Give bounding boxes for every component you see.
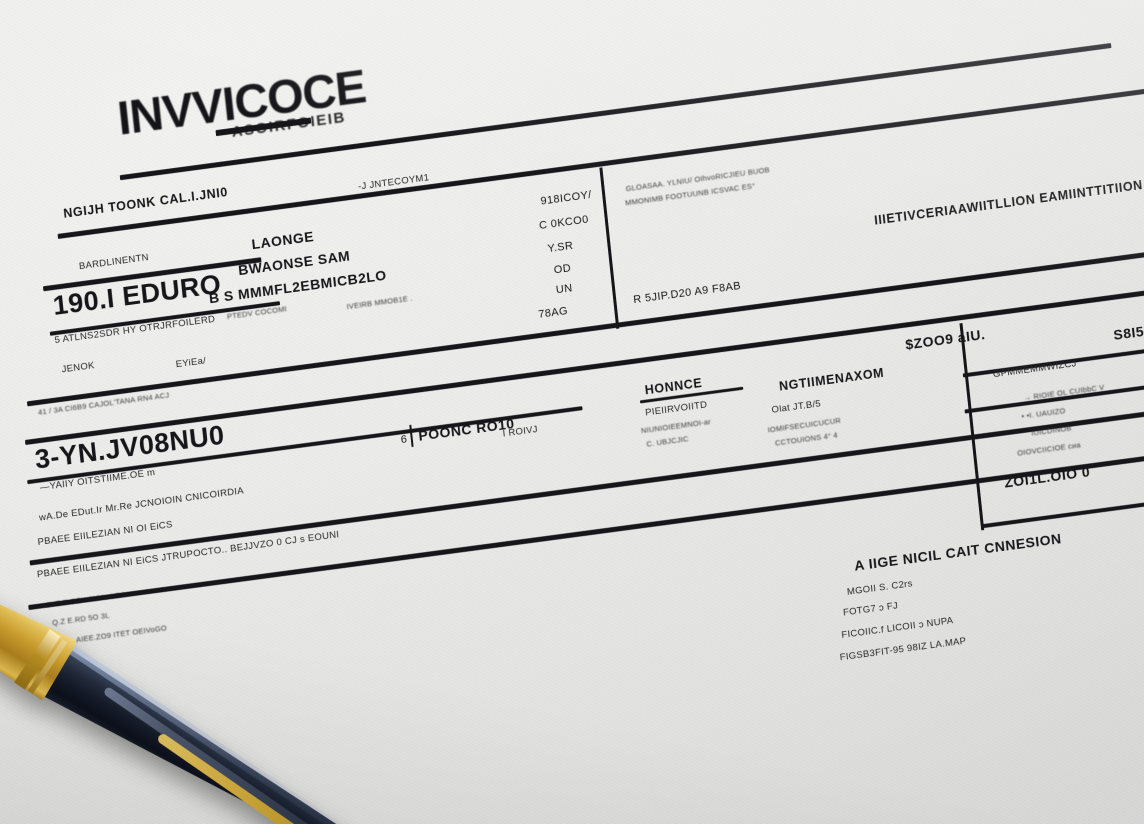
totals-row-0-label: PIEIIRVOIITD xyxy=(644,399,708,419)
amount-row-0: 918ICOY/ xyxy=(539,188,593,208)
footer-line-4: FICOIIC.f LICOII ɔ NUPA xyxy=(840,614,954,641)
footer-line-2: MGOII S. C2rs xyxy=(846,577,914,598)
meta-label-jenok: JENOK xyxy=(61,360,96,376)
notes-line-3: R 5JIP.D20 A9 F8AB xyxy=(632,280,742,307)
totals-box-header: S8I5R xyxy=(1112,321,1144,344)
totals-grand-amount: $ZOO9 aIU. xyxy=(904,326,987,353)
totals-row-1-label: NIUNIOIEEMNOI-ar xyxy=(640,417,712,436)
totals-header-right: NGTIIMENAXOM xyxy=(778,365,885,394)
totals-box-item-3: OIOVCIICIOE сиа xyxy=(1016,440,1082,458)
totals-box-bottom-border xyxy=(980,490,1144,529)
section2-amount: POONC RO10 xyxy=(417,415,516,444)
totals-box-subheader: GPMMEMMWIZCJ xyxy=(992,358,1078,381)
footer-line-1: A IIGE NICIL CAIT CNNESION xyxy=(853,529,1063,574)
column-divider-1 xyxy=(599,167,620,329)
footer-line-3: FOTG7 ɔ FJ xyxy=(842,600,899,619)
section2-currency-mark: 6 xyxy=(400,433,408,447)
right-side-label: IIIETIVCERIAAWIITLLION EAMIINTTITIION xyxy=(873,178,1144,228)
meta-value-jenok: EYiEa/ xyxy=(175,355,207,371)
totals-row-2-value: CCTOUIONS 4° 4 xyxy=(774,430,839,448)
totals-row-0-value: Olat JT.B/5 xyxy=(771,398,822,417)
totals-row-2-label: C. UBJCJIC xyxy=(646,434,690,449)
column-label-billto: BARDLINENTN xyxy=(78,252,150,273)
totals-box-left-border xyxy=(959,323,985,531)
footer-line-5: FIGSB3FIT-95 98IZ LA.MAP xyxy=(839,635,967,664)
totals-box-total-value: ZOI1L.OIO 0 xyxy=(1003,463,1091,491)
amount-row-3: OD xyxy=(553,262,572,277)
amount-row-5: 78AG xyxy=(537,305,569,322)
column-small-2: IVEIRB MMOB1E . xyxy=(346,293,413,312)
column-label-1: LAONGE xyxy=(250,228,315,253)
totals-box-item-1: • •I. UAUIZO xyxy=(1021,406,1066,422)
amount-row-4: UN xyxy=(555,282,574,297)
section2-line-2: wA.De EDut.Ir Mr.Re JCNOIOIN CNICOIRDIA xyxy=(38,485,245,524)
amount-row-2: Y.SR xyxy=(547,239,574,256)
amount-row-1: C 0KCO0 xyxy=(538,213,590,233)
